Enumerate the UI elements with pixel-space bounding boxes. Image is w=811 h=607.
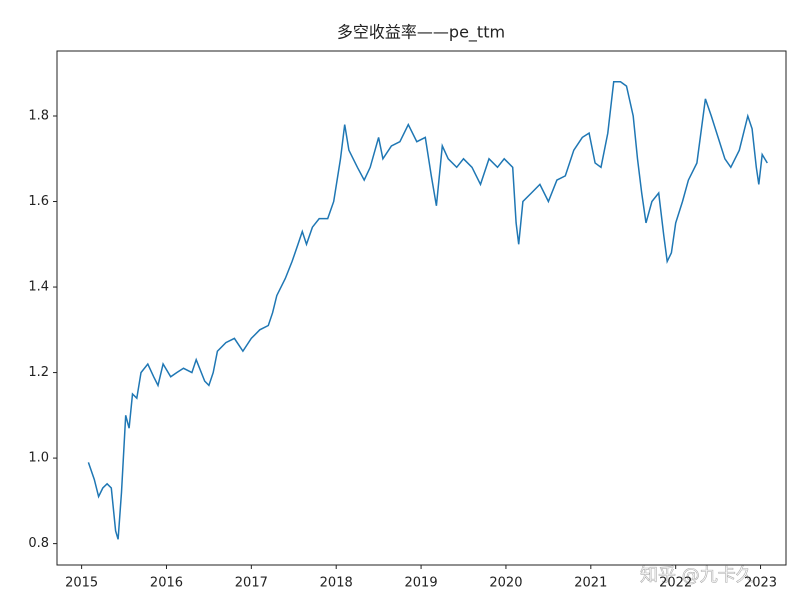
y-tick-label: 1.2	[28, 365, 49, 380]
x-tick-label: 2023	[744, 576, 777, 591]
y-tick-label: 1.8	[28, 108, 49, 123]
x-tick-label: 2017	[235, 576, 268, 591]
y-tick-label: 0.8	[28, 536, 49, 551]
x-tick-label: 2020	[489, 576, 522, 591]
y-tick-label: 1.0	[28, 451, 49, 466]
x-tick-label: 2018	[320, 576, 353, 591]
x-tick-label: 2021	[574, 576, 607, 591]
x-tick-label: 2019	[405, 576, 438, 591]
chart-title: 多空收益率——pe_ttm	[337, 23, 505, 43]
watermark: 知乎 @九卡久	[640, 565, 754, 586]
x-tick-label: 2015	[65, 576, 98, 591]
x-tick-label: 2016	[150, 576, 183, 591]
line	[87, 81, 768, 540]
axes-frame	[56, 50, 787, 566]
y-tick-label: 1.6	[28, 194, 49, 209]
y-tick-label: 1.4	[28, 280, 49, 295]
x-tick-label: 2022	[659, 576, 692, 591]
